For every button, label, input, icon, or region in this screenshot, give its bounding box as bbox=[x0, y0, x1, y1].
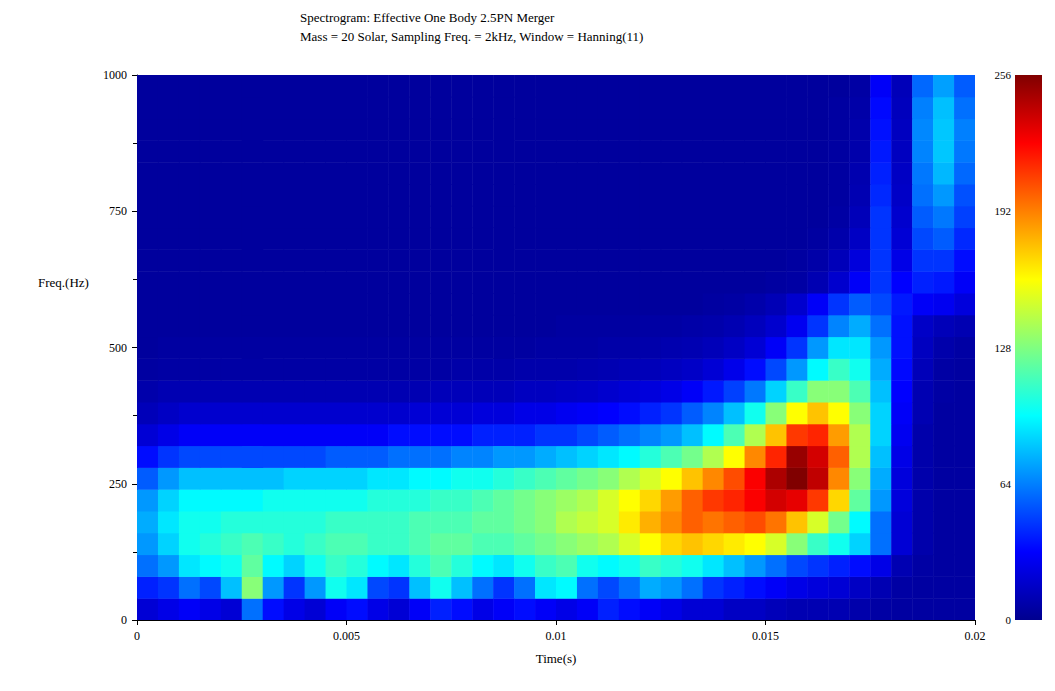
svg-text:128: 128 bbox=[995, 342, 1012, 354]
svg-text:Mass = 20 Solar, Sampling Freq: Mass = 20 Solar, Sampling Freq. = 2kHz, … bbox=[300, 29, 643, 44]
svg-text:Freq.(Hz): Freq.(Hz) bbox=[38, 275, 89, 290]
svg-text:0: 0 bbox=[134, 629, 140, 643]
svg-text:64: 64 bbox=[1000, 478, 1012, 490]
svg-text:500: 500 bbox=[109, 341, 127, 355]
svg-text:750: 750 bbox=[109, 204, 127, 218]
svg-text:0.02: 0.02 bbox=[965, 629, 986, 643]
svg-text:192: 192 bbox=[995, 205, 1012, 217]
svg-text:250: 250 bbox=[109, 477, 127, 491]
svg-text:256: 256 bbox=[995, 69, 1012, 81]
svg-text:0.01: 0.01 bbox=[546, 629, 567, 643]
svg-text:0: 0 bbox=[1006, 614, 1012, 626]
svg-text:Spectrogram: Effective One Bod: Spectrogram: Effective One Body 2.5PN Me… bbox=[300, 10, 555, 25]
svg-text:1000: 1000 bbox=[103, 68, 127, 82]
svg-text:0.005: 0.005 bbox=[333, 629, 360, 643]
svg-text:0.015: 0.015 bbox=[752, 629, 779, 643]
svg-text:0: 0 bbox=[121, 613, 127, 627]
svg-text:Time(s): Time(s) bbox=[536, 651, 577, 666]
